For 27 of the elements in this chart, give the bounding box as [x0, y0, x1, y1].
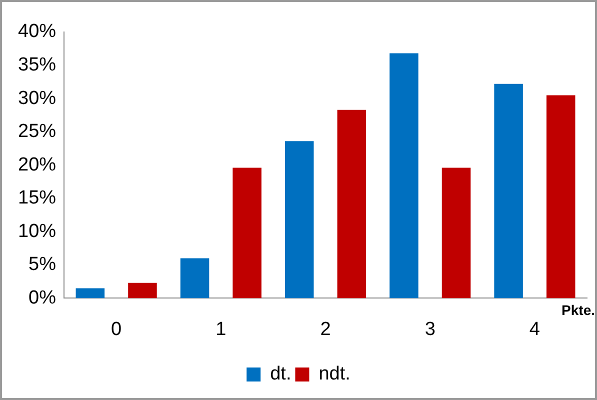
bar	[442, 168, 471, 298]
x-tick-label: 1	[216, 318, 226, 340]
x-axis-title: Pkte.	[562, 302, 595, 318]
bar	[337, 110, 366, 298]
x-tick-label: 3	[424, 318, 436, 340]
y-tick-label: 20%	[18, 154, 56, 176]
bar	[76, 288, 105, 298]
y-tick-label: 15%	[18, 188, 56, 209]
bar	[546, 95, 576, 298]
bar	[284, 141, 314, 298]
x-tick-label: 2	[320, 318, 331, 340]
bar	[232, 168, 262, 298]
bar	[494, 84, 523, 298]
legend-label: ndt.	[318, 364, 350, 385]
y-tick-label: 40%	[18, 21, 56, 42]
y-tick-label: 10%	[18, 220, 56, 242]
y-tick-label: 0%	[28, 287, 56, 308]
x-tick-label: 4	[529, 318, 540, 340]
bar	[128, 282, 157, 298]
y-tick-label: 30%	[18, 88, 56, 109]
bar	[390, 53, 418, 298]
x-tick-label: 0	[111, 318, 122, 340]
bar	[180, 258, 210, 298]
y-tick-label: 35%	[18, 54, 56, 76]
y-tick-label: 25%	[18, 121, 56, 142]
y-tick-label: 5%	[28, 254, 56, 276]
legend-label: dt.	[270, 364, 292, 385]
